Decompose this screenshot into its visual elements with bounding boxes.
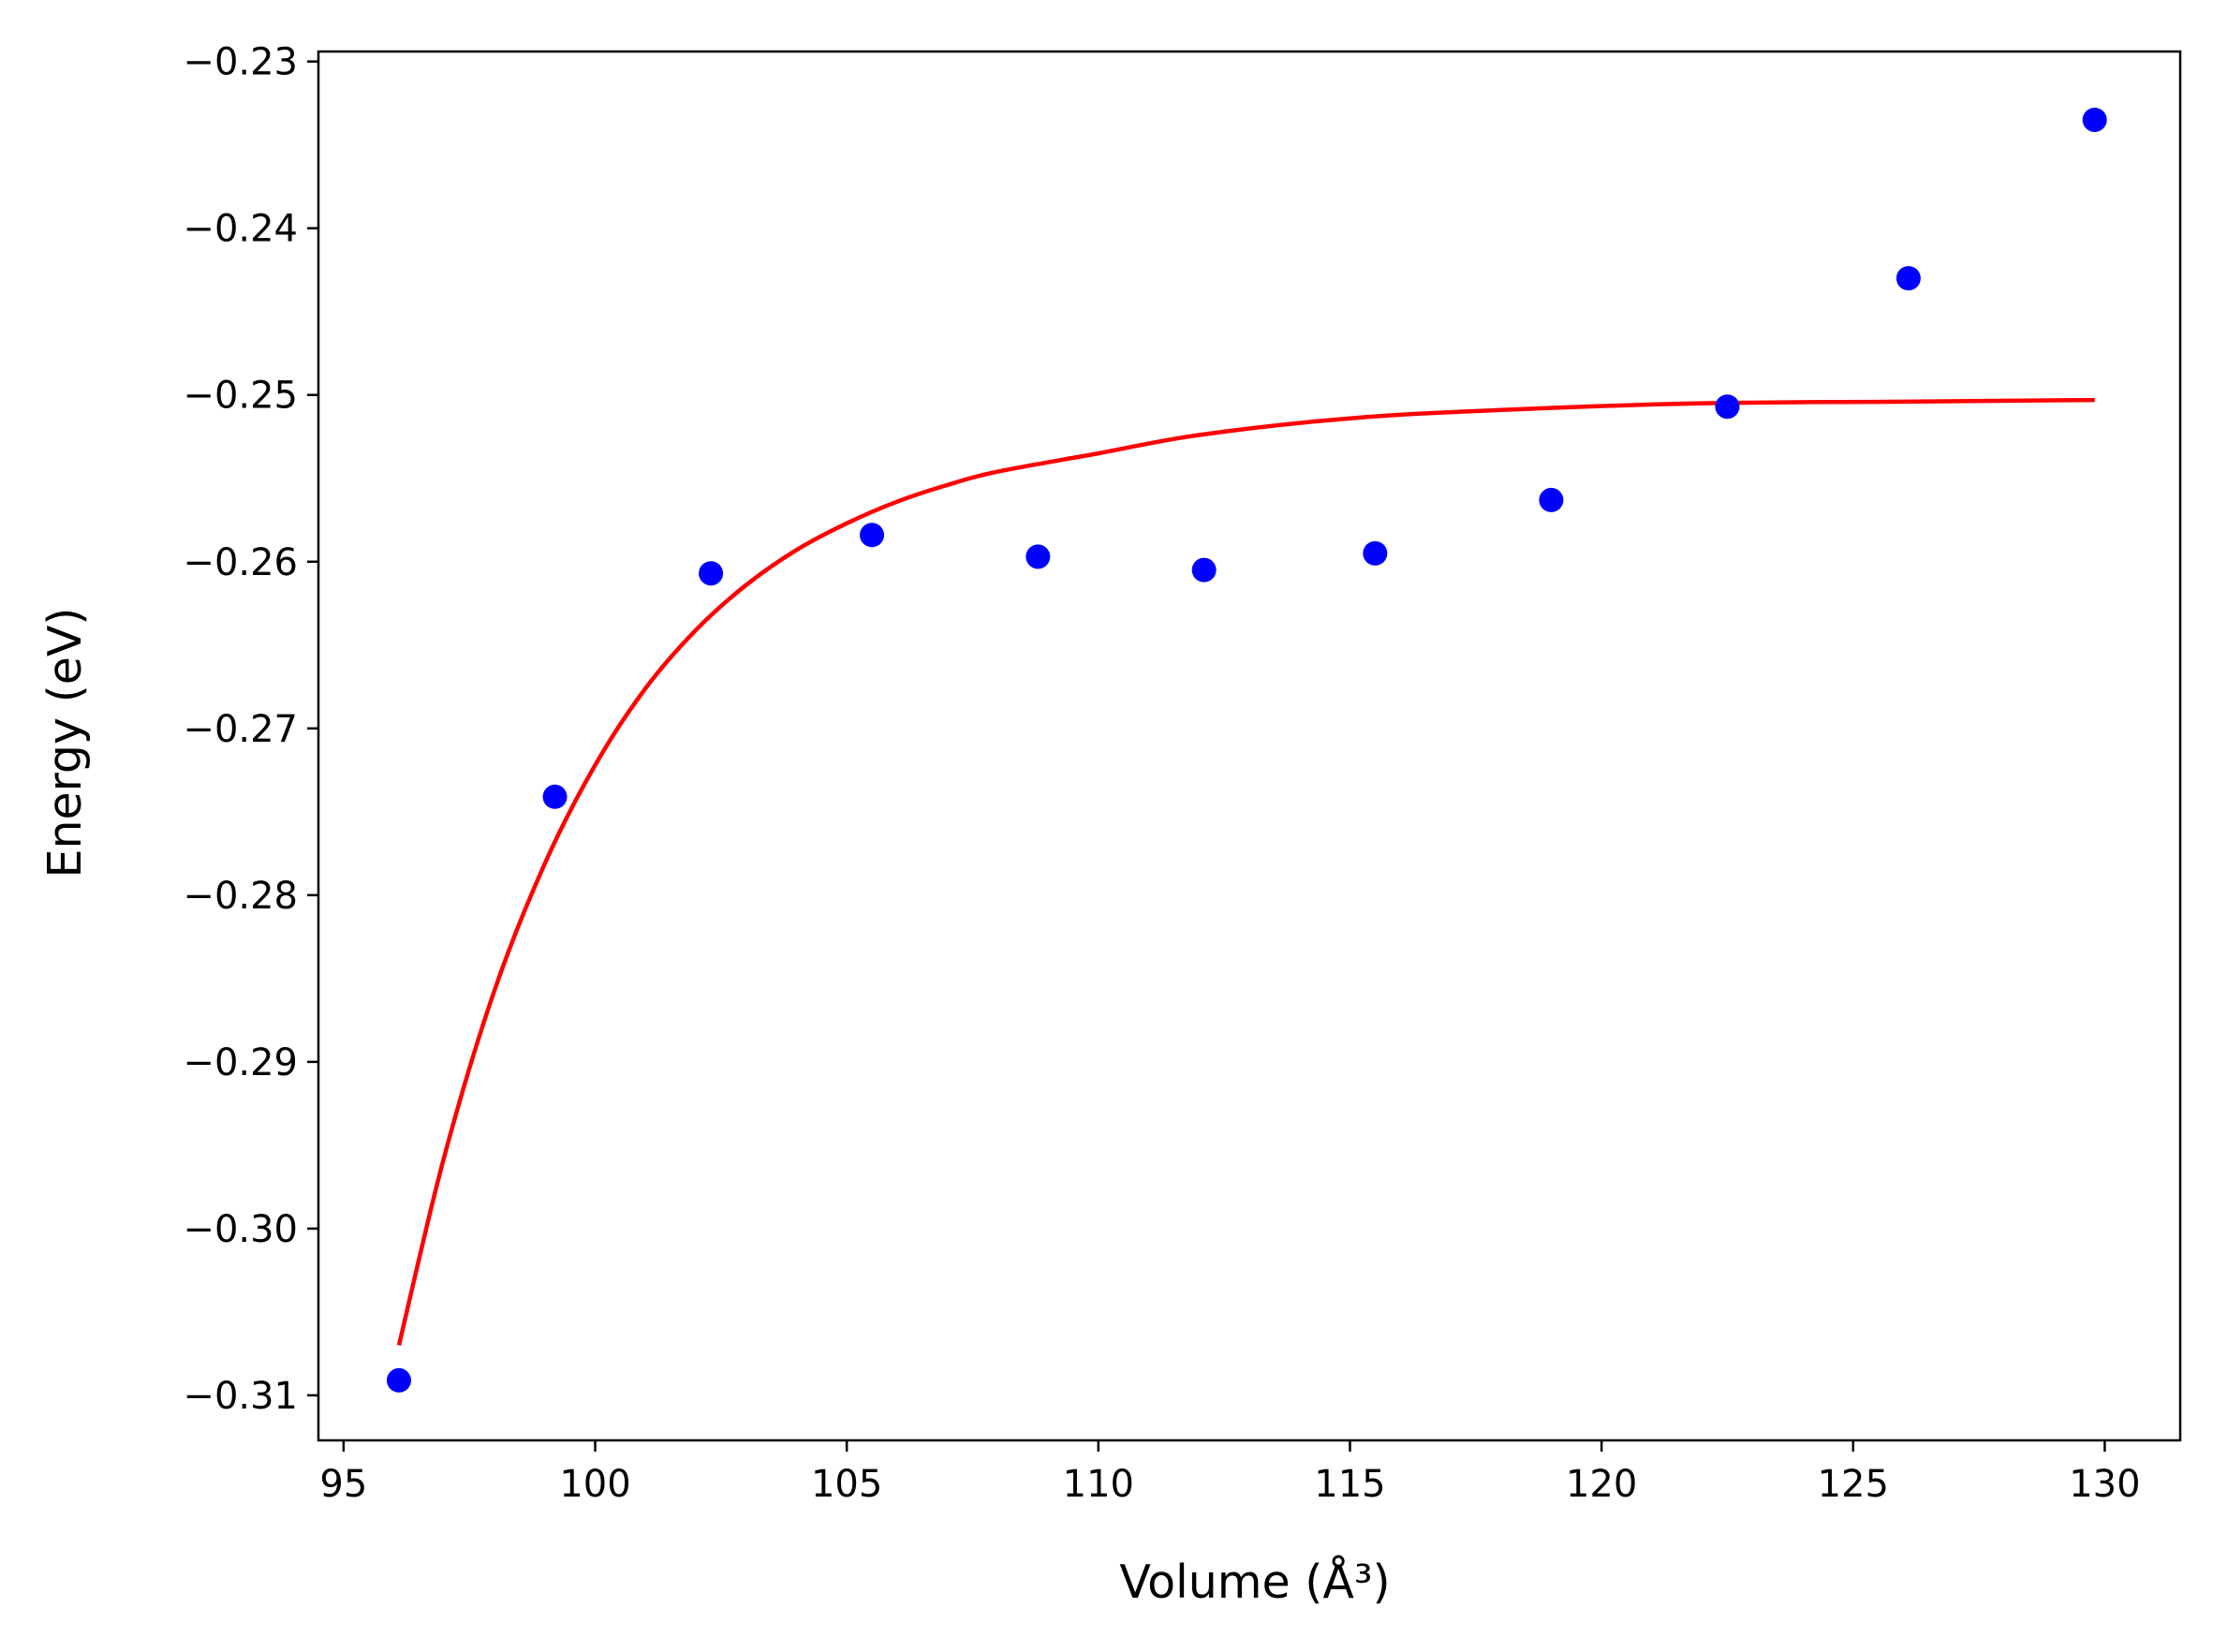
data-point (542, 784, 568, 809)
y-tick-label: −0.29 (183, 1041, 298, 1084)
y-tick-label: −0.24 (183, 208, 298, 251)
x-tick-label: 125 (1818, 1463, 1889, 1506)
x-axis-ticks: 95 100 105 110 115 120 125 130 (319, 1440, 2141, 1506)
x-tick-label: 130 (2069, 1463, 2140, 1506)
y-tick-label: −0.25 (183, 375, 298, 418)
y-axis-ticks: −0.31 −0.30 −0.29 −0.28 −0.27 −0.26 −0.25 −0.24… (183, 41, 318, 1418)
fit-curve-line (396, 397, 2095, 1347)
y-tick-label: −0.26 (183, 541, 298, 584)
data-points-layer (386, 107, 2107, 1393)
data-point (386, 1367, 411, 1393)
data-point (1363, 540, 1388, 566)
y-tick-label: −0.28 (183, 875, 298, 918)
plot-frame (317, 50, 2182, 1442)
data-point (1191, 557, 1217, 583)
x-tick-label: 120 (1566, 1463, 1637, 1506)
y-tick-label: −0.30 (183, 1208, 298, 1251)
data-point (860, 523, 885, 548)
y-tick-label: −0.23 (183, 41, 298, 84)
data-point (1025, 544, 1051, 569)
data-point (2082, 107, 2107, 132)
y-axis-label: Energy (eV) (38, 607, 92, 878)
y-tick-label: −0.31 (183, 1375, 298, 1418)
x-tick-label: 95 (319, 1463, 367, 1506)
x-tick-label: 110 (1063, 1463, 1134, 1506)
data-point (699, 561, 724, 586)
y-tick-label: −0.27 (183, 708, 298, 751)
x-tick-label: 115 (1314, 1463, 1385, 1506)
data-point (1715, 394, 1740, 420)
data-point (1539, 487, 1564, 512)
x-tick-label: 105 (811, 1463, 882, 1506)
x-tick-label: 100 (559, 1463, 630, 1506)
data-point (1896, 266, 1921, 291)
x-axis-label: Volume (Å³) (1119, 1554, 1390, 1609)
fit-curve-layer (396, 397, 2095, 1347)
